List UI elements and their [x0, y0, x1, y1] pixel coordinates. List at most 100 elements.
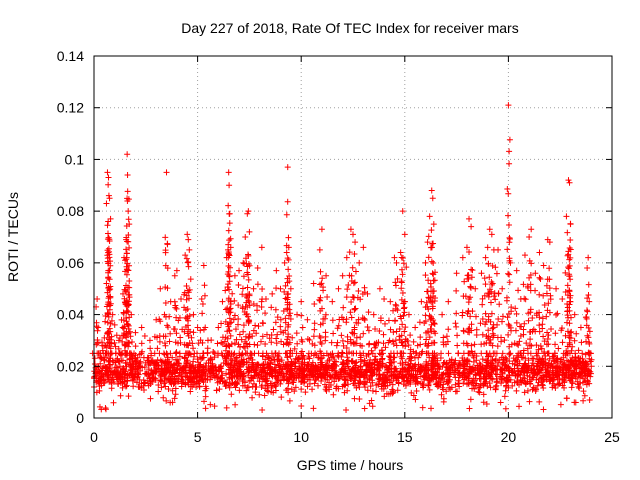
peak-point: [146, 337, 153, 344]
spike-point: [106, 293, 113, 300]
band-point: [521, 389, 528, 396]
band-point: [414, 367, 421, 374]
band-point: [579, 355, 586, 362]
spike-point: [322, 337, 329, 344]
spike-point: [416, 319, 423, 326]
spike-point: [102, 318, 109, 325]
band-point: [469, 378, 476, 385]
band-point: [428, 405, 435, 412]
band-point: [197, 361, 204, 368]
peak-point: [190, 311, 197, 318]
spike-point: [125, 196, 132, 203]
peak-point: [115, 337, 122, 344]
band-point: [425, 382, 432, 389]
peak-point: [246, 228, 253, 235]
band-point: [154, 345, 161, 352]
band-point: [542, 362, 549, 369]
band-point: [553, 370, 560, 377]
band-point: [547, 363, 554, 370]
spike-point: [425, 254, 432, 261]
spike-point: [185, 258, 192, 265]
peak-point: [360, 244, 367, 251]
band-point: [480, 399, 487, 406]
band-point: [585, 368, 592, 375]
spike-point: [285, 266, 292, 273]
band-point: [94, 369, 101, 376]
spike-point: [361, 284, 368, 291]
peak-point: [429, 195, 436, 202]
band-point: [364, 387, 371, 394]
band-point: [404, 378, 411, 385]
band-point: [284, 361, 291, 368]
band-point: [275, 372, 282, 379]
band-point: [381, 379, 388, 386]
band-point: [141, 332, 148, 339]
band-point: [165, 386, 172, 393]
spike-point: [283, 211, 290, 218]
spike-point: [298, 312, 305, 319]
band-point: [253, 366, 260, 373]
band-point: [117, 392, 124, 399]
peak-point: [376, 285, 383, 292]
band-point: [295, 355, 302, 362]
spike-point: [578, 339, 585, 346]
spike-point: [107, 294, 114, 301]
spike-point: [521, 295, 528, 302]
band-point: [419, 404, 426, 411]
band-point: [286, 397, 293, 404]
band-point: [538, 345, 545, 352]
spike-point: [507, 350, 514, 357]
peak-point: [567, 221, 574, 228]
band-point: [492, 358, 499, 365]
band-point: [164, 354, 171, 361]
band-point: [515, 342, 522, 349]
band-point: [304, 372, 311, 379]
band-point: [563, 369, 570, 376]
band-point: [341, 382, 348, 389]
band-point: [196, 383, 203, 390]
peak-point: [95, 324, 102, 331]
spike-point: [123, 271, 130, 278]
band-point: [103, 364, 110, 371]
band-point: [107, 371, 114, 378]
spike-point: [465, 299, 472, 306]
band-point: [528, 366, 535, 373]
peak-point: [109, 311, 116, 318]
band-point: [190, 345, 197, 352]
spike-point: [562, 269, 569, 276]
spike-point: [564, 229, 571, 236]
band-point: [464, 381, 471, 388]
band-point: [158, 365, 165, 372]
band-point: [327, 372, 334, 379]
band-point: [461, 356, 468, 363]
band-point: [108, 385, 115, 392]
spike-point: [122, 287, 129, 294]
band-point: [292, 363, 299, 370]
band-point: [340, 360, 347, 367]
band-point: [411, 362, 418, 369]
band-point: [378, 347, 385, 354]
band-point: [382, 344, 389, 351]
band-point: [276, 358, 283, 365]
band-point: [205, 360, 212, 367]
band-point: [131, 373, 138, 380]
band-point: [262, 378, 269, 385]
peak-point: [418, 298, 425, 305]
x-axis-title: GPS time / hours: [297, 457, 404, 473]
band-point: [265, 354, 272, 361]
band-point: [96, 403, 103, 410]
spike-point: [125, 298, 132, 305]
spike-point: [229, 290, 236, 297]
band-point: [552, 385, 559, 392]
band-point: [369, 403, 376, 410]
spike-point: [352, 268, 359, 275]
band-point: [296, 358, 303, 365]
spike-point: [503, 294, 510, 301]
band-point: [556, 375, 563, 382]
band-point: [520, 374, 527, 381]
band-point: [412, 361, 419, 368]
band-point: [512, 356, 519, 363]
spike-point: [583, 307, 590, 314]
band-point: [248, 374, 255, 381]
